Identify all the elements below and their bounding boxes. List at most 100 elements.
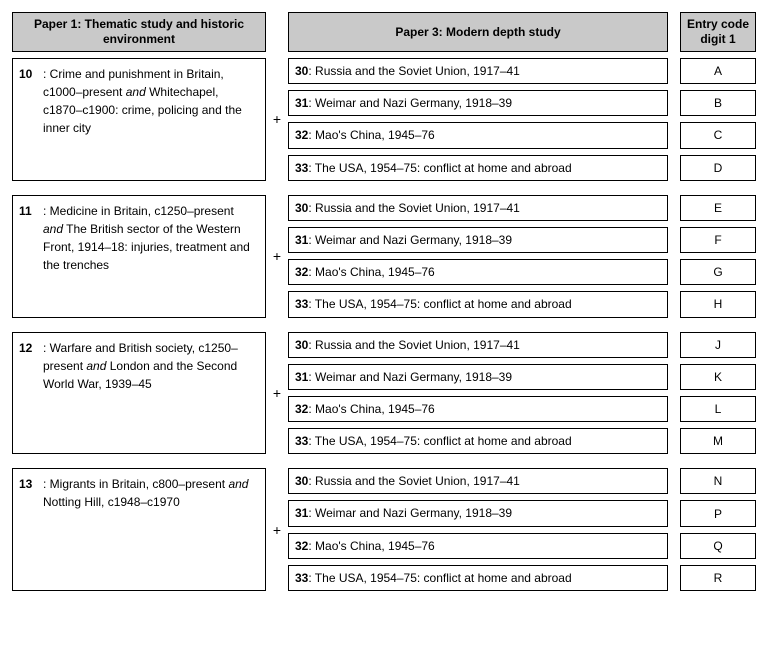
paper1-body: : Migrants in Britain, c800–present and … [43, 475, 257, 511]
paper3-num: 31 [295, 370, 308, 384]
groups-container: 10: Crime and punishment in Britain, c10… [12, 58, 756, 591]
paper1-and: and [86, 359, 106, 373]
paper3-num: 33 [295, 434, 308, 448]
option-row: 30: Russia and the Soviet Union, 1917–41… [288, 195, 756, 221]
paper3-num: 33 [295, 161, 308, 175]
paper3-num: 30 [295, 64, 308, 78]
paper3-title: : The USA, 1954–75: conflict at home and… [308, 161, 571, 175]
entry-code-box: P [680, 500, 756, 526]
paper3-num: 32 [295, 539, 308, 553]
option-row: 33: The USA, 1954–75: conflict at home a… [288, 428, 756, 454]
entry-code-box: N [680, 468, 756, 494]
paper3-title: : The USA, 1954–75: conflict at home and… [308, 297, 571, 311]
header-entry-code: Entry code digit 1 [680, 12, 756, 52]
option-row: 33: The USA, 1954–75: conflict at home a… [288, 565, 756, 591]
paper3-box: 30: Russia and the Soviet Union, 1917–41 [288, 195, 668, 221]
entry-code-box: G [680, 259, 756, 285]
paper1-text-pre: : Migrants in Britain, c800–present [43, 477, 228, 491]
paper3-box: 31: Weimar and Nazi Germany, 1918–39 [288, 500, 668, 526]
header-paper3: Paper 3: Modern depth study [288, 12, 668, 52]
option-row: 33: The USA, 1954–75: conflict at home a… [288, 155, 756, 181]
paper3-title: : The USA, 1954–75: conflict at home and… [308, 434, 571, 448]
option-row: 32: Mao's China, 1945–76C [288, 122, 756, 148]
option-row: 32: Mao's China, 1945–76 L [288, 396, 756, 422]
paper3-num: 30 [295, 201, 308, 215]
paper3-title: : The USA, 1954–75: conflict at home and… [308, 571, 571, 585]
option-row: 31: Weimar and Nazi Germany, 1918–39K [288, 364, 756, 390]
option-row: 31: Weimar and Nazi Germany, 1918–39 F [288, 227, 756, 253]
paper3-box: 32: Mao's China, 1945–76 [288, 122, 668, 148]
paper3-box: 31: Weimar and Nazi Germany, 1918–39 [288, 364, 668, 390]
entry-code-box: E [680, 195, 756, 221]
paper3-box: 33: The USA, 1954–75: conflict at home a… [288, 428, 668, 454]
paper3-title: : Weimar and Nazi Germany, 1918–39 [308, 233, 512, 247]
option-row: 30: Russia and the Soviet Union, 1917–41… [288, 58, 756, 84]
paper3-box: 30: Russia and the Soviet Union, 1917–41 [288, 332, 668, 358]
paper1-body: : Medicine in Britain, c1250–present and… [43, 202, 257, 274]
paper3-box: 30: Russia and the Soviet Union, 1917–41 [288, 468, 668, 494]
paper3-num: 32 [295, 265, 308, 279]
entry-code-box: F [680, 227, 756, 253]
paper1-and: and [43, 222, 63, 236]
paper3-title: : Russia and the Soviet Union, 1917–41 [308, 474, 519, 488]
paper1-box: 11: Medicine in Britain, c1250–present a… [12, 195, 266, 318]
option-row: 31: Weimar and Nazi Germany, 1918–39 P [288, 500, 756, 526]
paper1-box: 13: Migrants in Britain, c800–present an… [12, 468, 266, 591]
paper3-num: 33 [295, 297, 308, 311]
entry-code-box: H [680, 291, 756, 317]
group-row: 10: Crime and punishment in Britain, c10… [12, 58, 756, 181]
paper3-title: : Weimar and Nazi Germany, 1918–39 [308, 370, 512, 384]
group-row: 13: Migrants in Britain, c800–present an… [12, 468, 756, 591]
paper3-title: : Russia and the Soviet Union, 1917–41 [308, 201, 519, 215]
entry-code-box: B [680, 90, 756, 116]
paper3-title: : Mao's China, 1945–76 [308, 265, 434, 279]
paper3-num: 31 [295, 506, 308, 520]
paper3-num: 30 [295, 474, 308, 488]
options-column: 30: Russia and the Soviet Union, 1917–41… [288, 468, 756, 591]
paper3-num: 31 [295, 96, 308, 110]
group-row: 11: Medicine in Britain, c1250–present a… [12, 195, 756, 318]
paper1-text-post: The British sector of the Western Front,… [43, 222, 250, 272]
paper3-num: 30 [295, 338, 308, 352]
paper1-text-pre: : Medicine in Britain, c1250–present [43, 204, 234, 218]
entry-code-box: Q [680, 533, 756, 559]
options-column: 30: Russia and the Soviet Union, 1917–41… [288, 58, 756, 181]
options-column: 30: Russia and the Soviet Union, 1917–41… [288, 332, 756, 455]
paper3-title: : Russia and the Soviet Union, 1917–41 [308, 338, 519, 352]
paper3-num: 32 [295, 128, 308, 142]
option-row: 32: Mao's China, 1945–76 Q [288, 533, 756, 559]
paper3-num: 31 [295, 233, 308, 247]
option-row: 30: Russia and the Soviet Union, 1917–41… [288, 468, 756, 494]
header-row: Paper 1: Thematic study and historic env… [12, 12, 756, 52]
plus-icon: + [266, 248, 288, 264]
paper1-and: and [126, 85, 146, 99]
entry-code-box: R [680, 565, 756, 591]
entry-code-box: A [680, 58, 756, 84]
paper3-num: 32 [295, 402, 308, 416]
paper3-box: 31: Weimar and Nazi Germany, 1918–39 [288, 227, 668, 253]
paper1-num: 10 [19, 65, 43, 137]
paper3-box: 33: The USA, 1954–75: conflict at home a… [288, 155, 668, 181]
entry-code-box: D [680, 155, 756, 181]
paper3-box: 31: Weimar and Nazi Germany, 1918–39 [288, 90, 668, 116]
paper3-title: : Russia and the Soviet Union, 1917–41 [308, 64, 519, 78]
paper3-box: 32: Mao's China, 1945–76 [288, 533, 668, 559]
option-row: 32: Mao's China, 1945–76 G [288, 259, 756, 285]
paper1-box: 12: Warfare and British society, c1250–p… [12, 332, 266, 455]
options-column: 30: Russia and the Soviet Union, 1917–41… [288, 195, 756, 318]
plus-icon: + [266, 385, 288, 401]
paper3-box: 33: The USA, 1954–75: conflict at home a… [288, 291, 668, 317]
entry-code-box: J [680, 332, 756, 358]
paper3-title: : Mao's China, 1945–76 [308, 539, 434, 553]
paper3-title: : Weimar and Nazi Germany, 1918–39 [308, 96, 512, 110]
paper1-box: 10: Crime and punishment in Britain, c10… [12, 58, 266, 181]
paper1-num: 12 [19, 339, 43, 393]
paper3-title: : Weimar and Nazi Germany, 1918–39 [308, 506, 512, 520]
entry-code-box: L [680, 396, 756, 422]
group-row: 12: Warfare and British society, c1250–p… [12, 332, 756, 455]
paper1-num: 13 [19, 475, 43, 511]
paper3-box: 32: Mao's China, 1945–76 [288, 396, 668, 422]
paper3-title: : Mao's China, 1945–76 [308, 402, 434, 416]
entry-code-box: M [680, 428, 756, 454]
paper1-num: 11 [19, 202, 43, 274]
